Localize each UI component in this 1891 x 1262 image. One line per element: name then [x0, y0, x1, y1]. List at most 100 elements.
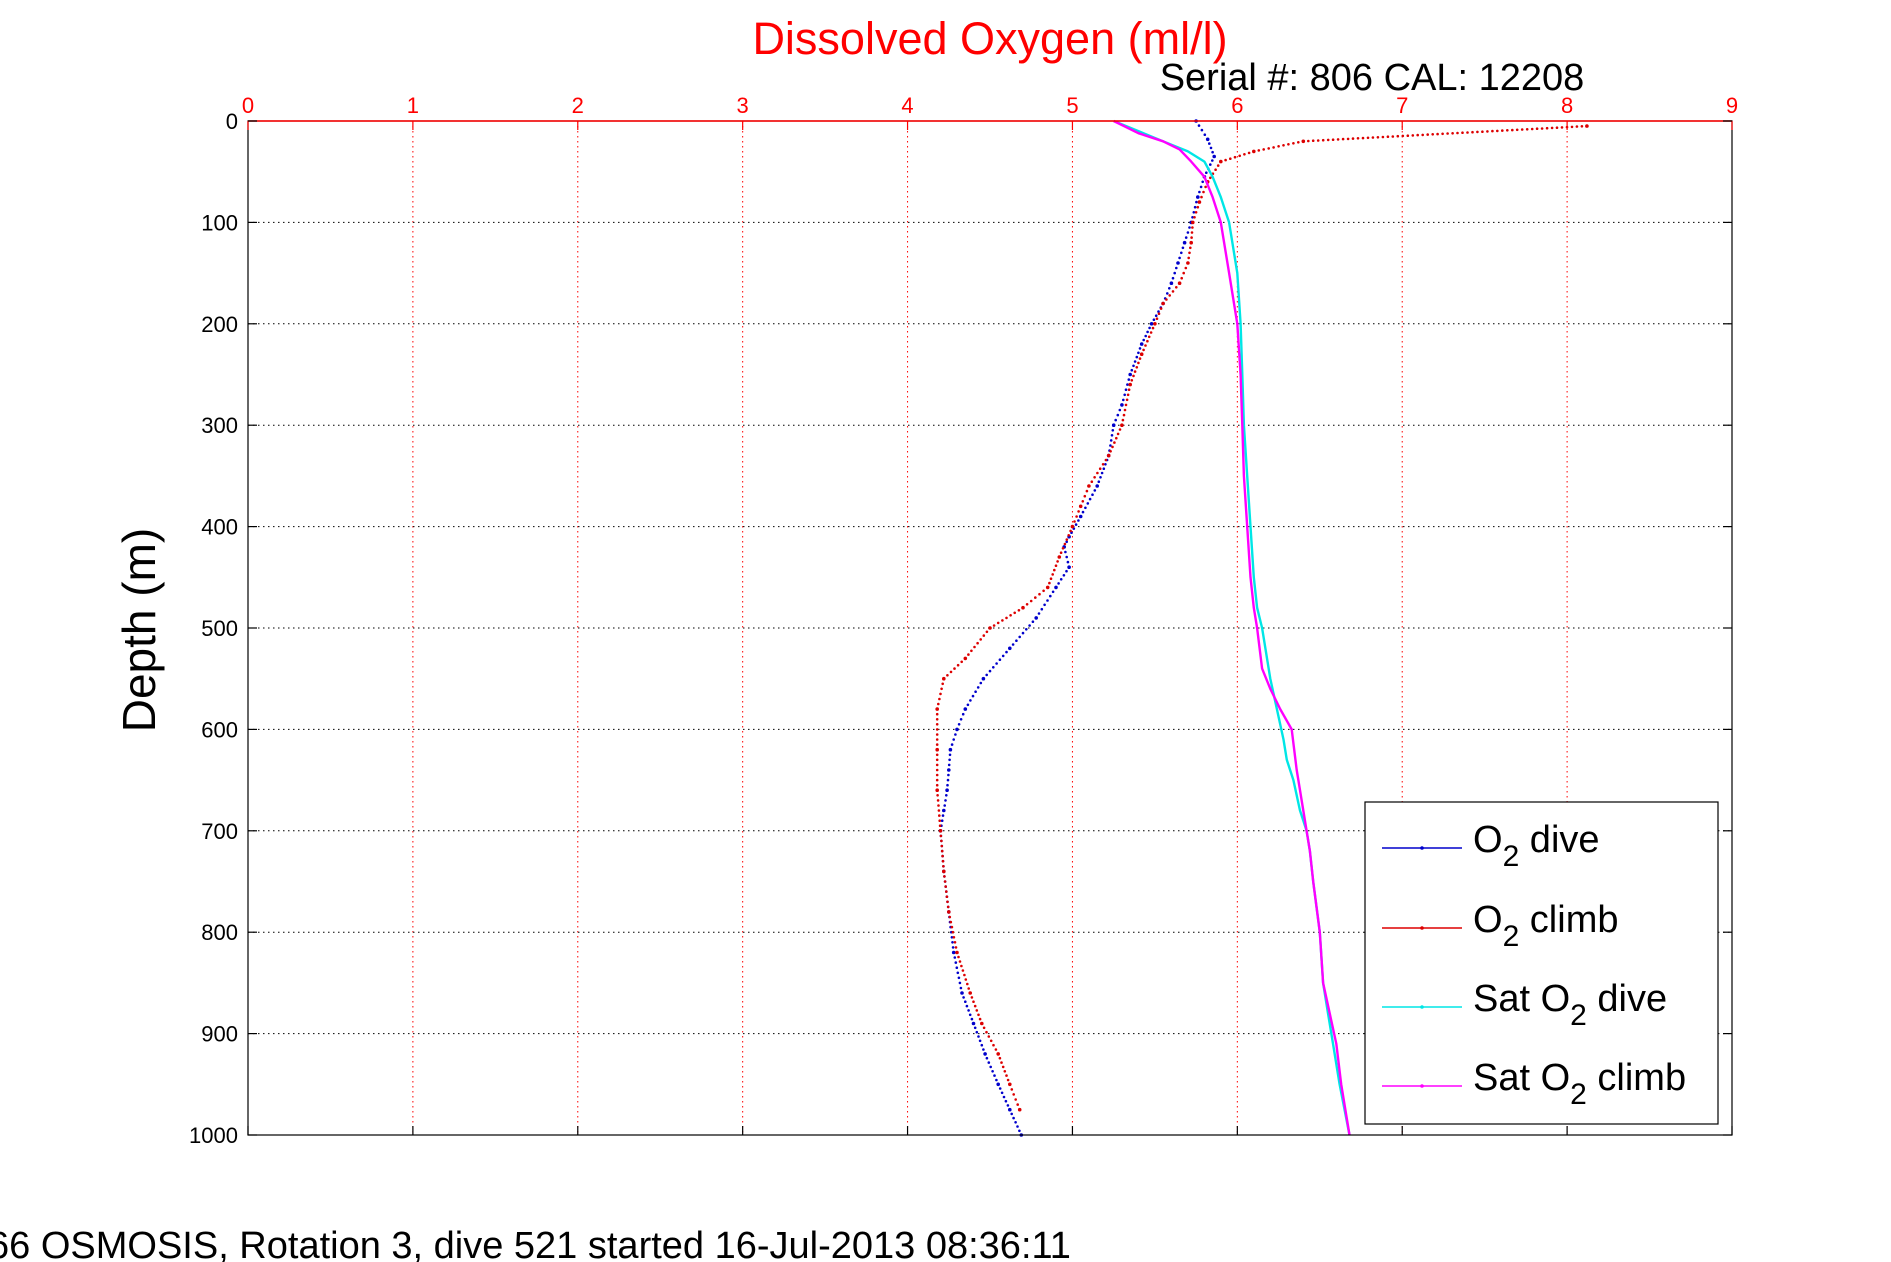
series-dot — [1054, 564, 1058, 567]
series-point — [981, 676, 986, 681]
series-dot — [1560, 126, 1564, 129]
series-dot — [1016, 1125, 1019, 1128]
series-dot — [952, 738, 955, 741]
legend-box — [1364, 801, 1719, 1125]
series-point — [1045, 585, 1050, 590]
series-dot — [1184, 266, 1188, 270]
series-dot — [992, 624, 996, 627]
series-dot — [1341, 137, 1345, 141]
series-dot — [1535, 127, 1539, 130]
series-dot — [1088, 497, 1092, 501]
series-dot — [1010, 1088, 1014, 1091]
series-dot — [1062, 574, 1066, 577]
series-dot — [1331, 138, 1335, 141]
series-dot — [989, 1039, 993, 1043]
series-dot — [961, 712, 965, 716]
series-dot — [1171, 290, 1175, 293]
series-dot — [1346, 137, 1350, 141]
series-dot — [963, 973, 966, 977]
series-dot — [953, 667, 956, 670]
series-point — [951, 950, 956, 955]
series-dot — [1016, 1103, 1019, 1106]
x-tick-label: 3 — [737, 93, 749, 118]
series-dot — [994, 1048, 998, 1051]
series-dot — [1168, 287, 1171, 290]
series-dot — [1180, 251, 1183, 255]
series-dot — [1029, 599, 1033, 603]
series-dot — [1147, 335, 1151, 339]
series-dot — [1015, 639, 1018, 642]
series-3 — [1113, 119, 1351, 1136]
series-dot — [1208, 142, 1211, 145]
series-dot — [1132, 374, 1135, 378]
series-dot — [1084, 506, 1087, 510]
series-dot — [938, 814, 941, 817]
y-axis-label: Depth (m) — [113, 528, 165, 732]
series-dot — [976, 641, 979, 645]
series-dot — [1031, 620, 1035, 623]
series-dot — [1137, 361, 1140, 365]
series-dot — [1155, 317, 1159, 321]
series-dot — [940, 844, 944, 848]
series-dot — [1199, 185, 1203, 189]
series-dot — [1406, 134, 1410, 137]
series-dot — [998, 658, 1002, 661]
series-dot — [1203, 133, 1207, 136]
series-dot — [1012, 1116, 1015, 1120]
series-point — [1182, 240, 1187, 245]
series-point — [935, 707, 939, 711]
series-dot — [1461, 131, 1464, 134]
series-dot — [1017, 609, 1021, 612]
series-point — [968, 991, 972, 995]
series-dot — [938, 697, 941, 701]
series-dot — [964, 978, 968, 981]
series-dot — [1287, 143, 1290, 146]
series-dot — [940, 839, 943, 843]
series-dot — [1184, 236, 1188, 239]
series-point — [1017, 1107, 1022, 1112]
series-dot — [935, 738, 939, 741]
series-dot — [995, 1078, 998, 1082]
series-dot — [943, 804, 946, 807]
series-dot — [1096, 471, 1099, 475]
series-dot — [948, 758, 951, 762]
legend-marker-2 — [1420, 1005, 1424, 1009]
series-dot — [949, 670, 953, 674]
series-dot — [938, 819, 941, 822]
series-point — [1008, 1107, 1012, 1112]
series-dot — [979, 681, 983, 685]
series-dot — [957, 955, 960, 959]
series-dot — [978, 1039, 982, 1043]
series-dot — [1127, 388, 1131, 392]
series-point — [1120, 423, 1124, 428]
series-dot — [940, 819, 944, 822]
series-dot — [947, 773, 950, 777]
series-point — [1008, 646, 1012, 651]
series-dot — [1486, 130, 1489, 133]
axis-ticks: 0 1 2 3 4 5 6 7 8 9 0 100 200 300 400 500 600 700 800 900 10… — [189, 93, 1738, 1148]
series-dot — [1083, 494, 1087, 498]
series-dot — [1133, 370, 1137, 373]
series-dot — [945, 890, 948, 893]
series-dot — [935, 783, 939, 787]
series-dot — [985, 673, 988, 677]
series-dot — [956, 971, 960, 975]
series-point — [1196, 195, 1200, 199]
series-dot — [1451, 132, 1454, 135]
series-dot — [955, 966, 959, 969]
series-dot — [1021, 631, 1025, 635]
figure-caption: 66 OSMOSIS, Rotation 3, dive 521 started… — [0, 1225, 1071, 1262]
series-dot — [1124, 403, 1128, 407]
series-dot — [1066, 560, 1070, 564]
series-dot — [1159, 307, 1163, 310]
series-dot — [944, 885, 947, 888]
series-dot — [1386, 135, 1390, 138]
series-point — [996, 1082, 1000, 1087]
series-point — [935, 788, 939, 792]
series-dot — [1204, 185, 1207, 189]
series-dot — [935, 768, 939, 772]
series-dot — [952, 936, 956, 939]
series-dot — [1127, 378, 1131, 381]
series-dot — [1194, 211, 1198, 214]
